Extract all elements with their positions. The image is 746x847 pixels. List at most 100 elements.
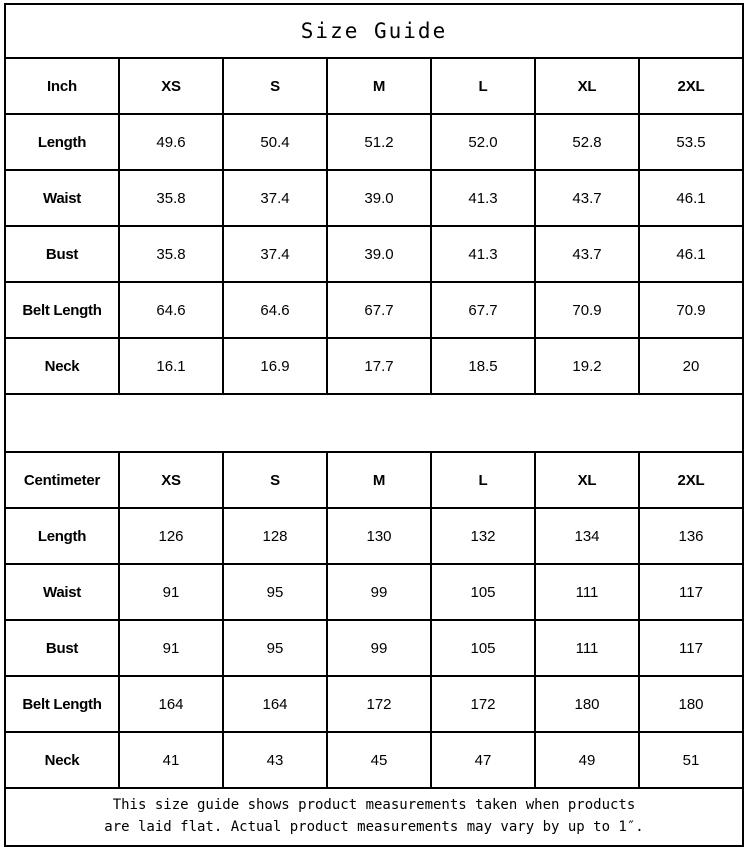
page-title: Size Guide: [3, 3, 745, 59]
cell-length-cm-s: 128: [222, 507, 328, 565]
table-row: Neck 16.1 16.9 17.7 18.5 19.2 20: [4, 337, 745, 395]
footnote-line-1: This size guide shows product measuremen…: [112, 797, 636, 814]
cm-column-header-m: M: [326, 451, 432, 509]
cell-length-cm-m: 130: [326, 507, 432, 565]
row-label-waist-inch: Waist: [4, 169, 120, 227]
inch-unit-label: Inch: [4, 57, 120, 115]
footnote: This size guide shows product measuremen…: [3, 787, 745, 847]
cell-bust-cm-l: 105: [430, 619, 536, 677]
table-row: Belt Length 64.6 64.6 67.7 67.7 70.9 70.…: [4, 281, 745, 339]
inch-column-header-xs: XS: [118, 57, 224, 115]
cell-waist-inch-2xl: 46.1: [637, 169, 745, 227]
row-label-bust-inch: Bust: [4, 225, 120, 283]
table-row: Length 49.6 50.4 51.2 52.0 52.8 53.5: [4, 113, 745, 171]
cell-belt-length-inch-m: 67.7: [326, 281, 432, 339]
cell-length-inch-2xl: 53.5: [637, 113, 745, 171]
cell-belt-length-cm-m: 172: [326, 675, 432, 733]
cell-neck-cm-xs: 41: [118, 731, 224, 789]
cell-belt-length-inch-xl: 70.9: [534, 281, 640, 339]
inch-header-row: Inch XS S M L XL 2XL: [4, 57, 745, 115]
cell-length-cm-xs: 126: [118, 507, 224, 565]
cell-bust-inch-xs: 35.8: [118, 225, 224, 283]
cell-bust-inch-2xl: 46.1: [637, 225, 745, 283]
cell-belt-length-inch-l: 67.7: [430, 281, 536, 339]
cell-neck-cm-2xl: 51: [637, 731, 745, 789]
table-row: Belt Length 164 164 172 172 180 180: [4, 675, 745, 733]
cell-neck-inch-s: 16.9: [222, 337, 328, 395]
cell-waist-inch-xs: 35.8: [118, 169, 224, 227]
cell-waist-cm-2xl: 117: [637, 563, 745, 621]
cm-column-header-2xl: 2XL: [637, 451, 745, 509]
cell-length-inch-s: 50.4: [222, 113, 328, 171]
row-label-neck-cm: Neck: [4, 731, 120, 789]
table-row: Waist 35.8 37.4 39.0 41.3 43.7 46.1: [4, 169, 745, 227]
cell-neck-inch-m: 17.7: [326, 337, 432, 395]
cm-column-header-s: S: [222, 451, 328, 509]
cell-neck-cm-m: 45: [326, 731, 432, 789]
cell-neck-inch-2xl: 20: [637, 337, 745, 395]
cell-neck-inch-xs: 16.1: [118, 337, 224, 395]
centimeter-unit-label: Centimeter: [4, 451, 120, 509]
table-row: Length 126 128 130 132 134 136: [4, 507, 745, 565]
cell-neck-cm-s: 43: [222, 731, 328, 789]
cell-length-cm-l: 132: [430, 507, 536, 565]
cell-bust-cm-xl: 111: [534, 619, 640, 677]
title-row: Size Guide: [3, 3, 745, 59]
table-row: Bust 91 95 99 105 111 117: [4, 619, 745, 677]
cell-bust-cm-m: 99: [326, 619, 432, 677]
inch-column-header-l: L: [430, 57, 536, 115]
cell-belt-length-inch-2xl: 70.9: [637, 281, 745, 339]
cell-waist-inch-m: 39.0: [326, 169, 432, 227]
cell-length-inch-xl: 52.8: [534, 113, 640, 171]
cell-length-inch-l: 52.0: [430, 113, 536, 171]
cell-neck-cm-l: 47: [430, 731, 536, 789]
cell-bust-inch-m: 39.0: [326, 225, 432, 283]
cell-waist-inch-s: 37.4: [222, 169, 328, 227]
cell-bust-inch-l: 41.3: [430, 225, 536, 283]
cell-belt-length-inch-s: 64.6: [222, 281, 328, 339]
footnote-row: This size guide shows product measuremen…: [3, 787, 745, 847]
cell-bust-inch-xl: 43.7: [534, 225, 640, 283]
row-label-bust-cm: Bust: [4, 619, 120, 677]
table-row: Waist 91 95 99 105 111 117: [4, 563, 745, 621]
row-label-length-cm: Length: [4, 507, 120, 565]
inch-column-header-xl: XL: [534, 57, 640, 115]
cell-neck-inch-xl: 19.2: [534, 337, 640, 395]
cell-waist-cm-l: 105: [430, 563, 536, 621]
cell-waist-cm-xs: 91: [118, 563, 224, 621]
cell-neck-inch-l: 18.5: [430, 337, 536, 395]
cell-waist-inch-l: 41.3: [430, 169, 536, 227]
centimeter-header-row: Centimeter XS S M L XL 2XL: [4, 451, 745, 509]
cm-column-header-l: L: [430, 451, 536, 509]
cell-length-inch-xs: 49.6: [118, 113, 224, 171]
row-label-waist-cm: Waist: [4, 563, 120, 621]
cm-column-header-xs: XS: [118, 451, 224, 509]
table-row: Neck 41 43 45 47 49 51: [4, 731, 745, 789]
cell-bust-cm-2xl: 117: [637, 619, 745, 677]
inch-column-header-2xl: 2XL: [637, 57, 745, 115]
cell-waist-inch-xl: 43.7: [534, 169, 640, 227]
cell-bust-cm-s: 95: [222, 619, 328, 677]
row-label-length-inch: Length: [4, 113, 120, 171]
cell-belt-length-cm-xl: 180: [534, 675, 640, 733]
cell-waist-cm-s: 95: [222, 563, 328, 621]
cell-bust-cm-xs: 91: [118, 619, 224, 677]
footnote-line-2: are laid flat. Actual product measuremen…: [104, 819, 644, 835]
cell-belt-length-cm-xs: 164: [118, 675, 224, 733]
cell-length-inch-m: 51.2: [326, 113, 432, 171]
table-row: Bust 35.8 37.4 39.0 41.3 43.7 46.1: [4, 225, 745, 283]
cell-length-cm-2xl: 136: [637, 507, 745, 565]
inch-column-header-s: S: [222, 57, 328, 115]
inch-column-header-m: M: [326, 57, 432, 115]
cell-belt-length-cm-l: 172: [430, 675, 536, 733]
row-label-belt-length-cm: Belt Length: [4, 675, 120, 733]
cell-waist-cm-m: 99: [326, 563, 432, 621]
cell-neck-cm-xl: 49: [534, 731, 640, 789]
cell-belt-length-inch-xs: 64.6: [118, 281, 224, 339]
cell-bust-inch-s: 37.4: [222, 225, 328, 283]
cell-belt-length-cm-2xl: 180: [637, 675, 745, 733]
cell-waist-cm-xl: 111: [534, 563, 640, 621]
row-label-neck-inch: Neck: [4, 337, 120, 395]
table-separator: [3, 393, 745, 453]
